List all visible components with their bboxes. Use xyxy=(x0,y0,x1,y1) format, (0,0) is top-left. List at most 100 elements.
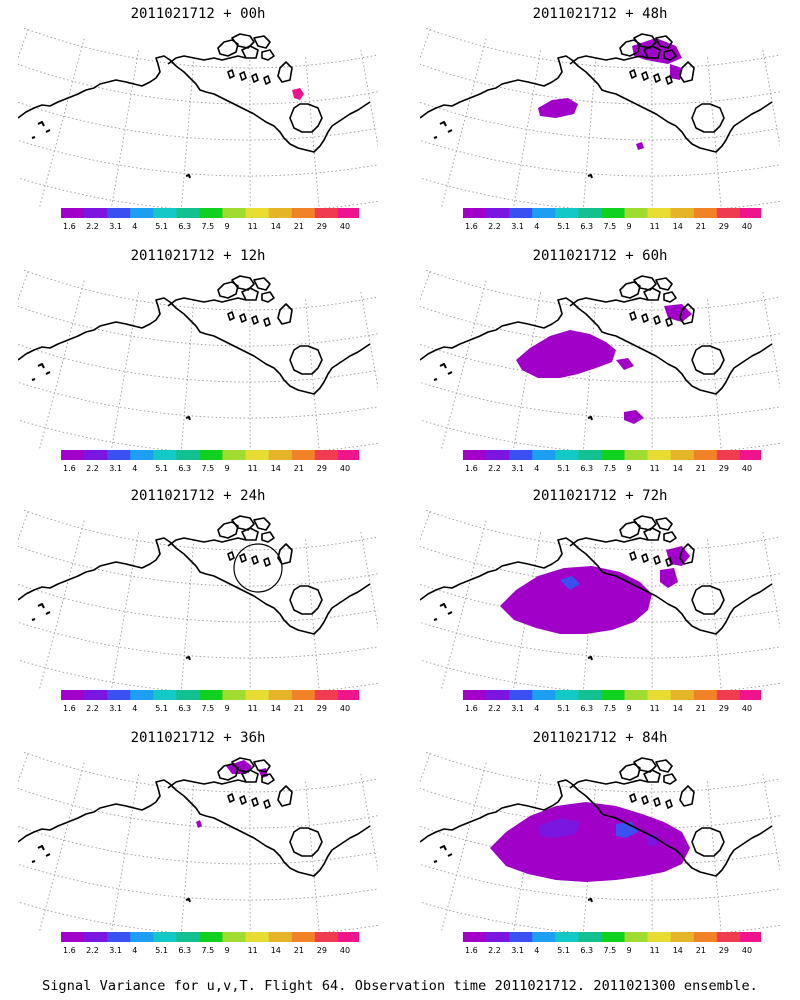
colorbar-swatch xyxy=(555,450,579,460)
colorbar-swatch xyxy=(670,450,695,460)
variance-area xyxy=(538,818,580,838)
colorbar-label: 5.1 xyxy=(155,222,168,231)
colorbar-swatch xyxy=(532,208,556,218)
colorbar-label: 3.1 xyxy=(109,946,122,955)
colorbar: 1.6 2.2 3.1 4 5.1 6.3 7.5 9 11 14 21 29 40 xyxy=(463,450,761,473)
variance-area xyxy=(660,568,678,588)
panel-title: 2011021712 + 48h xyxy=(532,6,668,22)
colorbar-label: 2.2 xyxy=(86,464,99,473)
variance-area xyxy=(500,566,652,634)
colorbar-swatch xyxy=(130,932,154,942)
colorbar-label: 5.1 xyxy=(155,464,168,473)
contour-circle xyxy=(233,543,283,593)
polar-map xyxy=(420,752,780,932)
panel-title: 2011021712 + 84h xyxy=(532,730,668,746)
colorbar-label: 6.3 xyxy=(580,946,593,955)
colorbar-swatch xyxy=(314,450,339,460)
panel-title: 2011021712 + 72h xyxy=(532,488,668,504)
colorbar-swatch xyxy=(314,690,339,700)
variance-area xyxy=(490,802,690,882)
colorbar-label: 2.2 xyxy=(488,946,501,955)
colorbar-label: 9 xyxy=(225,946,230,955)
colorbar-swatch xyxy=(509,690,533,700)
polar-map xyxy=(18,752,378,932)
colorbar-label: 21 xyxy=(294,946,304,955)
colorbar-swatch xyxy=(153,690,177,700)
colorbar-swatch xyxy=(84,450,108,460)
colorbar-swatch xyxy=(624,450,648,460)
variance-area xyxy=(538,98,578,118)
colorbar-swatch xyxy=(555,690,579,700)
colorbar-label: 29 xyxy=(719,704,729,713)
variance-area xyxy=(196,820,202,828)
colorbar-swatch xyxy=(222,690,246,700)
colorbar-swatch xyxy=(670,208,695,218)
colorbar-label: 9 xyxy=(225,222,230,231)
colorbar-label: 14 xyxy=(673,946,683,955)
colorbar-swatch xyxy=(84,932,108,942)
variance-area xyxy=(624,410,644,424)
colorbar-swatch xyxy=(337,208,359,218)
colorbar-swatch xyxy=(601,690,625,700)
colorbar-label: 1.6 xyxy=(465,704,478,713)
colorbar: 1.6 2.2 3.1 4 5.1 6.3 7.5 9 11 14 21 29 40 xyxy=(463,208,761,231)
colorbar-swatch xyxy=(61,450,85,460)
graticule xyxy=(18,270,378,450)
colorbar-swatch xyxy=(199,932,223,942)
panel-title: 2011021712 + 00h xyxy=(130,6,266,22)
colorbar-swatch xyxy=(601,932,625,942)
colorbar-label: 14 xyxy=(271,704,281,713)
colorbar-label: 7.5 xyxy=(604,704,617,713)
map-panel-p72: 2011021712 + 72h 1.6 2.2 3.1 4 5.1 6.3 7.5 9 11 14… xyxy=(420,488,780,724)
colorbar-swatch xyxy=(624,690,648,700)
panel-title: 2011021712 + 36h xyxy=(130,730,266,746)
colorbar-swatch xyxy=(670,690,695,700)
colorbar-swatch xyxy=(578,932,602,942)
colorbar-label: 11 xyxy=(650,222,660,231)
colorbar-label: 3.1 xyxy=(511,946,524,955)
map-panel-p24: 2011021712 + 24h 1.6 2.2 3.1 4 5.1 6.3 7.5 9 11 14… xyxy=(18,488,378,724)
colorbar-swatch xyxy=(578,208,602,218)
colorbar-swatch xyxy=(486,450,510,460)
colorbar-label: 40 xyxy=(742,704,752,713)
colorbar-swatch xyxy=(61,932,85,942)
polar-map xyxy=(18,28,378,208)
colorbar-swatch xyxy=(578,450,602,460)
colorbar-label: 7.5 xyxy=(604,222,617,231)
colorbar-swatch xyxy=(291,450,316,460)
colorbar-swatch xyxy=(291,690,316,700)
map-panel-p84: 2011021712 + 84h 1.6 2.2 3.1 4 5.1 6.3 7.5 9 11 14… xyxy=(420,730,780,966)
colorbar-swatch xyxy=(716,932,741,942)
colorbar-label: 5.1 xyxy=(155,946,168,955)
colorbar-label: 29 xyxy=(317,704,327,713)
graticule xyxy=(18,510,378,690)
colorbar-label: 6.3 xyxy=(178,704,191,713)
colorbar-swatch xyxy=(486,208,510,218)
colorbar-swatch xyxy=(509,450,533,460)
variance-area xyxy=(636,142,644,150)
colorbar-swatch xyxy=(486,690,510,700)
colorbar-label: 4 xyxy=(132,222,137,231)
colorbar-swatch xyxy=(153,208,177,218)
colorbar-swatch xyxy=(291,208,316,218)
colorbar-label: 11 xyxy=(650,464,660,473)
colorbar-label: 7.5 xyxy=(202,946,215,955)
variance-area xyxy=(226,760,252,774)
colorbar-label: 3.1 xyxy=(511,464,524,473)
colorbar-swatch xyxy=(578,690,602,700)
colorbar-swatch xyxy=(716,208,741,218)
panel-title: 2011021712 + 60h xyxy=(532,248,668,264)
colorbar-swatch xyxy=(601,208,625,218)
colorbar-swatch xyxy=(693,208,718,218)
colorbar-label: 5.1 xyxy=(557,464,570,473)
colorbar-label: 9 xyxy=(627,464,632,473)
colorbar-label: 14 xyxy=(271,464,281,473)
colorbar-swatch xyxy=(463,932,487,942)
colorbar-label: 5.1 xyxy=(557,946,570,955)
colorbar-label: 4 xyxy=(132,464,137,473)
colorbar-label: 3.1 xyxy=(511,222,524,231)
colorbar-swatch xyxy=(314,208,339,218)
colorbar-swatch xyxy=(176,690,200,700)
colorbar-label: 14 xyxy=(673,704,683,713)
coastline xyxy=(420,33,773,179)
